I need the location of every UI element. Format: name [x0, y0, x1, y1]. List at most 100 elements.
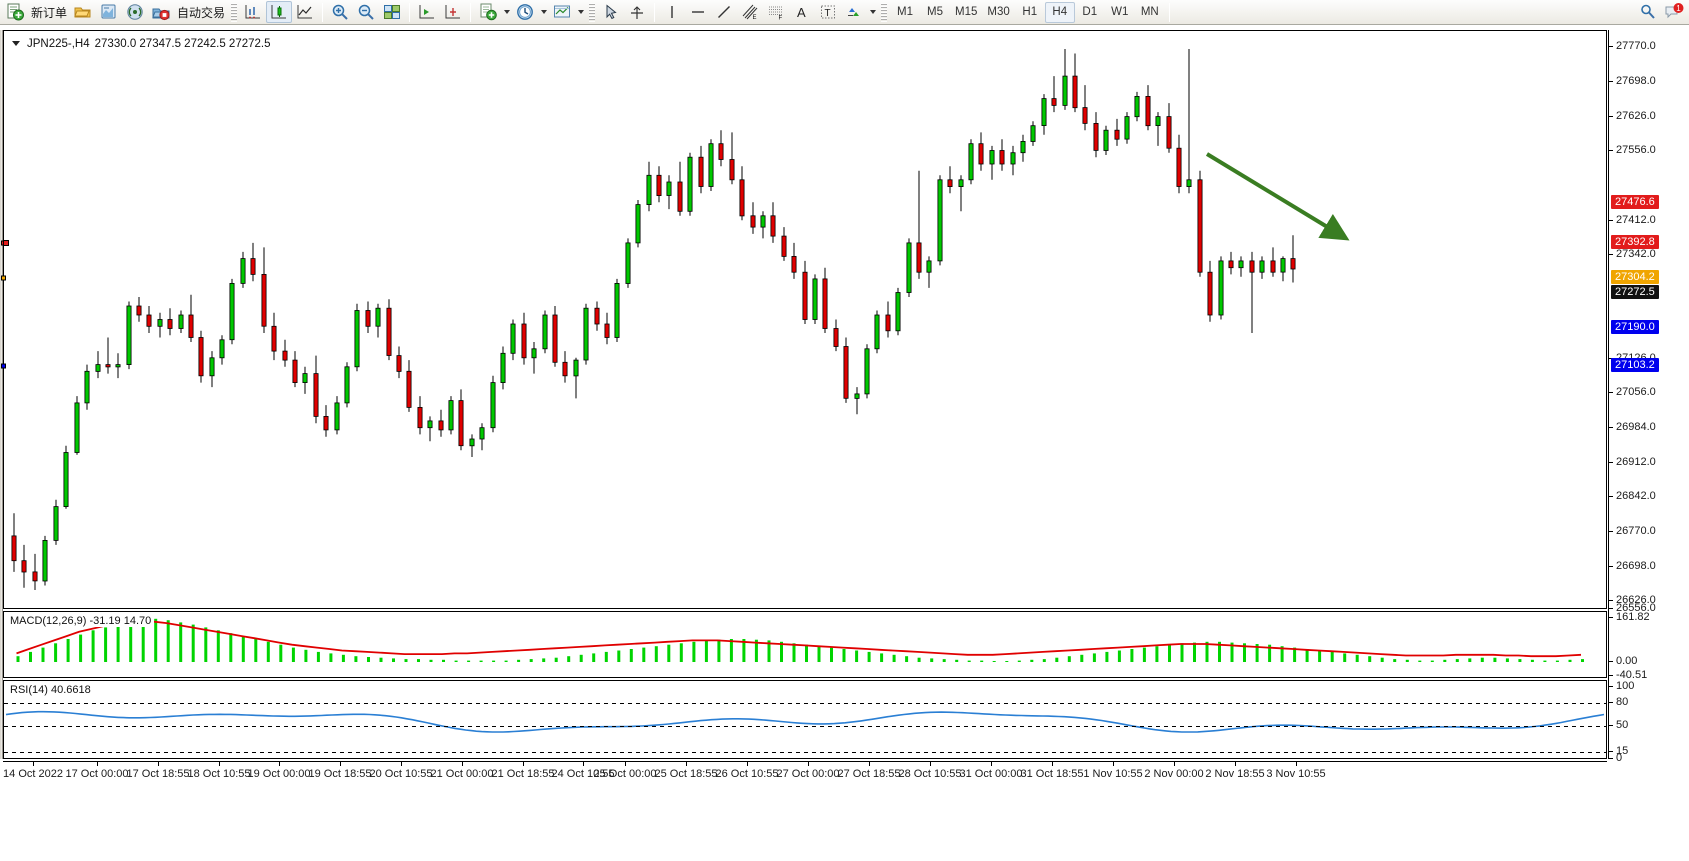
timeframe-m5[interactable]: M5	[927, 6, 944, 18]
indicators-icon[interactable]	[240, 1, 266, 23]
zoom-in-icon[interactable]	[327, 1, 353, 23]
equidistant-channel-icon[interactable]: E	[737, 1, 763, 23]
time-axis-label: 28 Oct 10:55	[898, 768, 962, 780]
price-axis[interactable]: 27770.0 27698.0 27626.0 27556.0 27412.0 27342…	[1608, 30, 1689, 764]
toolbar-grip[interactable]	[231, 2, 238, 22]
timeframe-m30[interactable]: M30	[987, 6, 1010, 18]
templates-icon[interactable]	[549, 1, 575, 23]
time-axis-label: 25 Oct 00:00	[593, 768, 657, 780]
toolbar-separator	[322, 2, 324, 22]
timeframe-mn[interactable]: MN	[1140, 6, 1159, 18]
vertical-line-icon[interactable]	[659, 1, 685, 23]
add-object-icon[interactable]	[475, 1, 501, 23]
last-price-label[interactable]: 27272.5	[1611, 285, 1659, 299]
toolbar-grip-2[interactable]	[589, 2, 596, 22]
timeframe-d1[interactable]: D1	[1082, 6, 1098, 18]
time-axis-tick	[33, 762, 34, 766]
rsi-axis-tick	[1609, 702, 1613, 703]
time-axis-label: 17 Oct 18:55	[126, 768, 190, 780]
price-axis-tick	[1609, 220, 1613, 221]
time-axis-tick	[1296, 762, 1297, 766]
templates-dropdown-icon[interactable]	[575, 1, 586, 23]
main-toolbar: 新订单 自动交易	[0, 0, 1689, 25]
price-axis-tick	[1609, 116, 1613, 117]
svg-text:E: E	[753, 15, 757, 21]
tile-windows-icon[interactable]	[379, 1, 405, 23]
candles-icon[interactable]	[266, 1, 293, 23]
chart-shift-icon[interactable]	[440, 1, 466, 23]
pivot-handle-27304[interactable]	[1, 275, 6, 281]
rsi-header: RSI(14) 40.6618	[10, 684, 94, 696]
timeframe-h1[interactable]: H1	[1022, 6, 1038, 18]
macd-pane[interactable]: MACD(12,26,9) -31.19 14.70	[3, 611, 1607, 678]
timeframe-h4[interactable]: H4	[1044, 1, 1075, 23]
price-axis-label: 26912.0	[1616, 456, 1656, 468]
time-axis-label: 31 Oct 18:55	[1020, 768, 1084, 780]
candlestick-series	[11, 49, 1296, 590]
rsi-pane[interactable]: RSI(14) 40.6618	[3, 680, 1607, 759]
timeframe-w1[interactable]: W1	[1111, 6, 1129, 18]
down-trend-arrow[interactable]	[1199, 146, 1359, 246]
horizontal-line-icon[interactable]	[685, 1, 711, 23]
arrows-dropdown-icon[interactable]	[867, 1, 878, 23]
trendline-icon[interactable]	[711, 1, 737, 23]
time-axis-tick	[340, 762, 341, 766]
crosshair-icon[interactable]	[624, 1, 650, 23]
rsi-axis-label: 0	[1616, 752, 1623, 764]
resistance-label-27476[interactable]: 27476.6	[1611, 195, 1659, 209]
support-label-27103[interactable]: 27103.2	[1611, 358, 1659, 372]
new-order-icon[interactable]	[2, 1, 28, 23]
resistance-label-27392[interactable]: 27392.8	[1611, 235, 1659, 249]
signal-icon[interactable]	[122, 1, 148, 23]
period-dropdown-icon[interactable]	[538, 1, 549, 23]
shift-end-icon[interactable]	[414, 1, 440, 23]
time-axis-label: 19 Oct 00:00	[247, 768, 311, 780]
price-axis-tick	[1609, 254, 1613, 255]
time-axis-tick	[462, 762, 463, 766]
notifications-icon[interactable]: 1	[1661, 1, 1687, 23]
price-axis-label: 27056.0	[1616, 386, 1656, 398]
arrows-icon[interactable]	[841, 1, 867, 23]
pivot-label-27304[interactable]: 27304.2	[1611, 270, 1659, 284]
timeframe-m15[interactable]: M15	[955, 6, 978, 18]
line-chart-icon[interactable]	[292, 1, 318, 23]
fibonacci-icon[interactable]: F	[763, 1, 789, 23]
text-box-icon[interactable]: T	[815, 1, 841, 23]
time-axis-tick	[808, 762, 809, 766]
toolbar-grip-3[interactable]	[881, 2, 888, 22]
time-axis-tick	[583, 762, 584, 766]
zoom-out-icon[interactable]	[353, 1, 379, 23]
support-label-27190[interactable]: 27190.0	[1611, 320, 1659, 334]
symbol-ohlc: 27330.0 27347.5 27242.5 27272.5	[94, 37, 271, 50]
auto-trading-icon[interactable]	[148, 1, 174, 23]
text-label-icon[interactable]: A	[789, 1, 815, 23]
price-axis-tick	[1609, 531, 1613, 532]
price-axis-tick	[1609, 150, 1613, 151]
time-axis-label: 14 Oct 2022	[3, 768, 63, 780]
timeframe-m1[interactable]: M1	[897, 6, 914, 18]
price-axis-tick	[1609, 566, 1613, 567]
rsi-axis-tick	[1609, 725, 1613, 726]
time-axis[interactable]: 14 Oct 2022 17 Oct 00:00 17 Oct 18:55 18 Oc…	[3, 761, 1607, 786]
auto-trading-label[interactable]: 自动交易	[177, 5, 226, 20]
period-separator-icon[interactable]	[512, 1, 538, 23]
time-axis-tick	[869, 762, 870, 766]
new-order-label[interactable]: 新订单	[31, 5, 68, 20]
time-axis-label: 21 Oct 00:00	[430, 768, 494, 780]
add-object-dropdown-icon[interactable]	[501, 1, 512, 23]
price-pane[interactable]: JPN225-,H4 27330.0 27347.5 27242.5 27272…	[1, 30, 1607, 609]
time-axis-label: 26 Oct 10:55	[715, 768, 779, 780]
price-axis-label: 26698.0	[1616, 560, 1656, 572]
price-axis-label: 26984.0	[1616, 421, 1656, 433]
macd-axis-label: 0.00	[1616, 655, 1638, 667]
chart-menu-caret-icon[interactable]	[12, 41, 20, 46]
chart-scroll-handle[interactable]	[0, 30, 3, 759]
search-icon[interactable]	[1635, 1, 1661, 23]
support-handle-27103[interactable]	[1, 363, 6, 369]
open-folder-icon[interactable]	[70, 1, 96, 23]
svg-text:T: T	[825, 8, 831, 19]
symbol-header: JPN225-,H4 27330.0 27347.5 27242.5 27272…	[12, 36, 275, 51]
data-window-icon[interactable]	[96, 1, 122, 23]
cursor-icon[interactable]	[598, 1, 624, 23]
rsi-axis-tick	[1609, 758, 1613, 759]
